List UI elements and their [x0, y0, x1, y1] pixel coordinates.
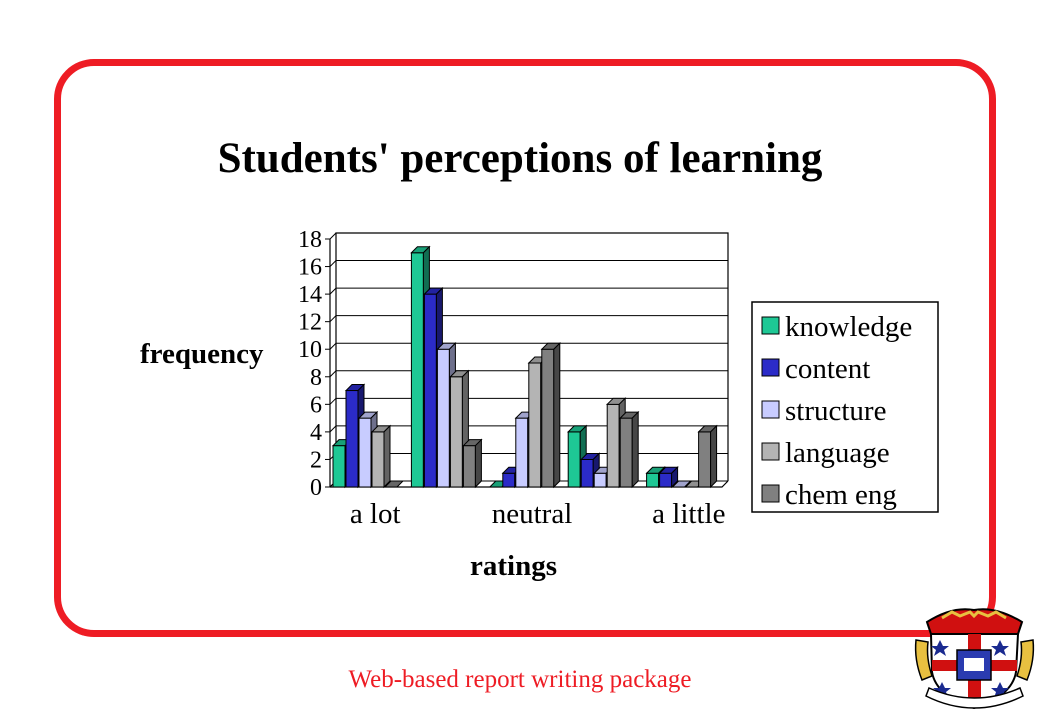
gridline	[329, 287, 728, 295]
bar	[618, 410, 640, 489]
legend-swatch	[761, 316, 780, 335]
plot-wall	[335, 232, 729, 481]
y-tick-label: 18	[298, 227, 322, 253]
y-tick-label: 0	[310, 475, 322, 501]
chart-bars	[331, 245, 718, 489]
slide-frame	[54, 59, 996, 637]
y-tick-label: 2	[310, 447, 322, 473]
footer-caption: Web-based report writing package	[348, 666, 692, 693]
legend-swatch	[761, 442, 780, 461]
bar	[383, 480, 405, 488]
university-crest-logo	[914, 608, 1035, 710]
y-tick-label: 14	[298, 282, 322, 308]
chart-legend: knowledge content structure language chem en…	[751, 301, 939, 513]
legend-swatch	[761, 484, 780, 503]
legend-label: language	[785, 437, 890, 469]
legend-label: chem eng	[785, 479, 897, 511]
bar	[697, 424, 718, 489]
x-tick-label: a lot	[350, 498, 401, 530]
chart-title: Students' perceptions of learning	[217, 135, 823, 182]
bar	[658, 466, 679, 489]
bar	[540, 342, 562, 489]
y-tick-label: 10	[298, 337, 322, 363]
y-tick-label: 12	[298, 310, 322, 336]
y-tick-label: 6	[310, 392, 322, 418]
x-tick-label: a little	[652, 498, 725, 530]
gridline	[329, 232, 728, 240]
gridline	[329, 260, 728, 267]
legend-label: structure	[785, 395, 886, 427]
y-tick-label: 16	[298, 255, 322, 281]
x-tick-label: neutral	[492, 498, 573, 530]
legend-label: knowledge	[785, 311, 912, 343]
bar	[370, 424, 392, 489]
gridline	[329, 315, 728, 323]
x-axis-label: ratings	[470, 550, 557, 582]
bar	[671, 480, 692, 488]
y-tick-label: 8	[310, 365, 322, 391]
bar	[462, 438, 483, 489]
legend-label: content	[785, 353, 870, 385]
legend-swatch	[761, 400, 780, 419]
y-tick-label: 4	[310, 420, 322, 446]
legend-swatch	[761, 358, 780, 377]
legend-box	[751, 301, 939, 513]
y-axis-label: frequency	[140, 338, 264, 370]
gridline	[329, 342, 728, 350]
